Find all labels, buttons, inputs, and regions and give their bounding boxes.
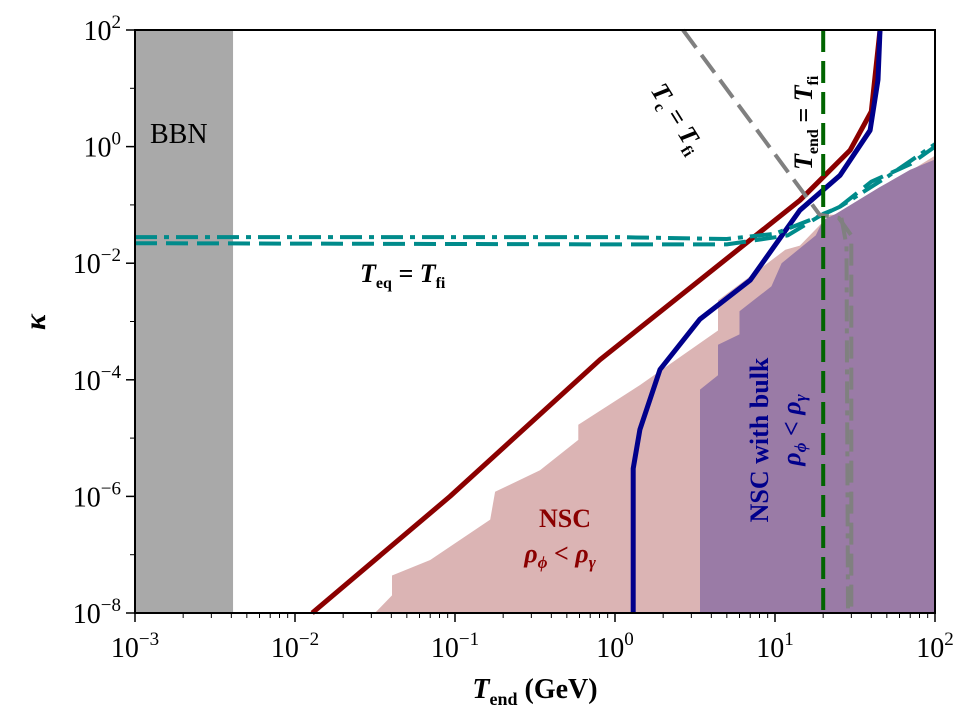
y-tick-label: 10−2 bbox=[73, 245, 121, 280]
series-line-5 bbox=[839, 217, 850, 614]
x-tick-label: 10−3 bbox=[111, 629, 159, 664]
tend-annotation: Tend = Tfi bbox=[789, 75, 822, 170]
series-line-2 bbox=[135, 142, 937, 241]
x-axis-label: Tend (GeV) bbox=[472, 674, 597, 709]
x-tick-label: 10−1 bbox=[431, 629, 479, 664]
bbn-band bbox=[135, 30, 234, 613]
y-tick-label: 10−6 bbox=[73, 478, 121, 513]
series-lines bbox=[134, 28, 937, 615]
nsc-bulk-region bbox=[700, 159, 935, 613]
teq-annotation: Teq = Tfi bbox=[360, 259, 446, 292]
x-tick-label: 102 bbox=[916, 629, 954, 664]
nsc-bulk-condition: ρϕ < ργ bbox=[777, 393, 810, 466]
x-tick-label: 101 bbox=[756, 629, 794, 664]
nsc-label: NSC bbox=[539, 504, 591, 533]
tc-annotation: Tc = Tfi bbox=[642, 78, 711, 161]
ticks: 10−3 10−2 10−1 100 101 102 102 100 10−2 10−4 10−6 1… bbox=[73, 12, 954, 664]
series-line-1 bbox=[630, 29, 883, 613]
y-axis-label: κ bbox=[19, 313, 52, 330]
y-tick-label: 10−8 bbox=[73, 595, 121, 630]
y-tick-label: 102 bbox=[84, 12, 122, 47]
x-tick-label: 100 bbox=[596, 629, 634, 664]
nsc-condition: ρϕ < ργ bbox=[523, 539, 596, 572]
nsc-bulk-label: NSC with bulk bbox=[745, 357, 774, 522]
y-tick-label: 100 bbox=[84, 129, 122, 164]
x-tick-label: 10−2 bbox=[271, 629, 319, 664]
y-tick-label: 10−4 bbox=[73, 362, 122, 397]
bbn-label: BBN bbox=[150, 119, 208, 150]
series-line-4 bbox=[681, 28, 854, 613]
